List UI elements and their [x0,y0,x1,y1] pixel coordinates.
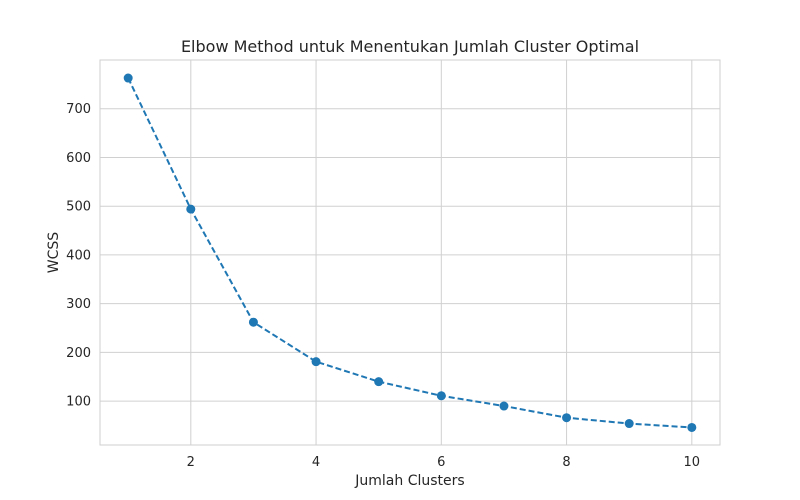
series-layer [123,73,697,432]
x-tick-label: 6 [437,455,445,470]
y-tick-label: 700 [66,102,91,117]
data-point-k9 [624,419,634,429]
x-tick-label: 10 [684,455,701,470]
plot-area-frame [99,59,721,446]
data-point-k4 [311,357,321,367]
data-point-k8 [562,413,572,423]
data-point-k3 [248,317,258,327]
chart-title: Elbow Method untuk Menentukan Jumlah Clu… [181,37,639,56]
y-axis-label: WCSS [46,232,62,274]
y-tick-label: 600 [66,151,91,166]
x-tick-label: 8 [562,455,570,470]
y-tick-label: 500 [66,200,91,215]
x-tick-label: 4 [312,455,320,470]
tick-layer: 2 4 6 8 10 100 200 300 400 500 600 700 [66,102,700,470]
y-tick-label: 400 [66,248,91,263]
y-tick-label: 200 [66,346,91,361]
x-axis-label: Jumlah Clusters [354,473,464,489]
y-tick-label: 100 [66,395,91,410]
data-point-k6 [436,391,446,401]
data-point-k5 [374,377,384,387]
data-point-k2 [186,204,196,214]
data-point-k7 [499,401,509,411]
y-tick-label: 300 [66,297,91,312]
grid-layer [100,60,720,445]
wcss-line [127,77,692,429]
data-point-k10 [687,422,697,432]
x-tick-label: 2 [187,455,195,470]
data-point-k1 [123,73,133,83]
